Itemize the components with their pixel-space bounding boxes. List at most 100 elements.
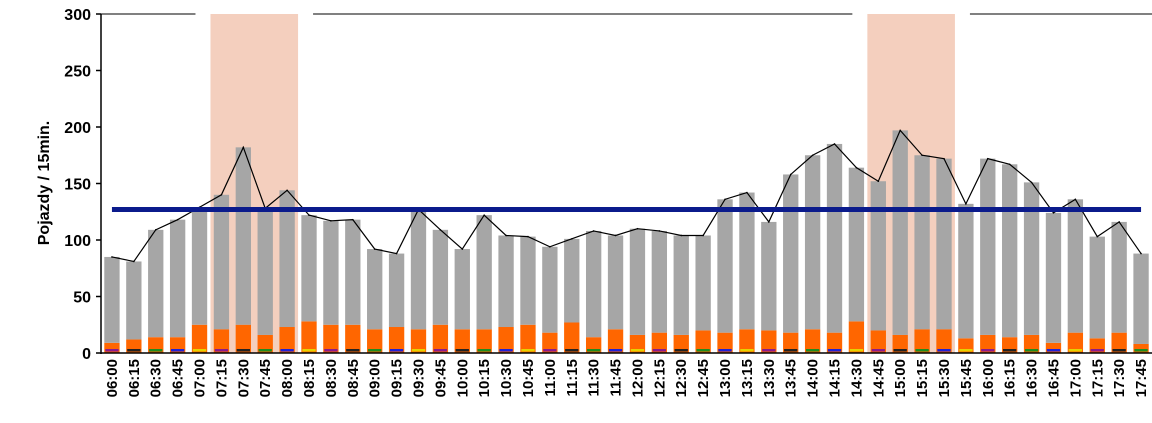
minor-stripe-10:45 [521,349,535,352]
total-point-07:30 [242,146,245,149]
total-point-10:30 [505,234,507,237]
minor-stripe-06:45 [170,349,185,352]
minor-stripe-11:45 [608,349,623,352]
minor-stripe-09:15 [389,349,404,352]
x-tick-14:30: 14:30 [848,359,865,397]
x-tick-06:45: 06:45 [170,359,187,397]
minor-stripe-09:30 [411,349,426,352]
minor-stripe-12:45 [696,349,710,352]
bar-14:45-s2 [870,181,886,331]
bar-13:00-s1 [717,332,733,353]
minor-stripe-07:30 [236,349,250,352]
minor-stripe-11:15 [565,349,579,352]
bar-06:30-s2 [148,229,164,338]
total-point-12:45 [702,234,704,237]
minor-stripe-07:00 [192,349,207,352]
minor-stripe-08:45 [346,349,360,352]
bar-07:15-s2 [213,194,230,330]
total-point-08:30 [330,219,332,222]
bar-15:00-s2 [892,130,908,335]
x-tick-11:30: 11:30 [586,359,603,397]
total-point-16:00 [986,157,989,160]
bar-13:45-s2 [783,174,799,333]
y-tick-150: 150 [64,177,91,194]
x-tick-12:30: 12:30 [673,359,690,397]
bar-09:00-s1 [367,329,383,353]
bar-14:00-s2 [804,155,821,330]
x-tick-15:45: 15:45 [958,359,975,397]
bar-07:00-s1 [191,324,208,353]
bar-08:45-s1 [345,324,361,353]
total-point-12:00 [636,227,639,230]
x-tick-07:45: 07:45 [257,359,274,397]
x-tick-08:30: 08:30 [323,359,340,397]
minor-stripe-13:45 [784,349,798,352]
bar-10:30-s2 [498,235,514,328]
bar-08:30-s1 [323,324,339,353]
total-point-14:00 [811,154,814,157]
total-point-08:45 [352,218,354,221]
minor-stripe-12:30 [674,349,688,352]
bar-07:45-s2 [257,208,273,335]
x-tick-07:15: 07:15 [213,359,230,397]
x-tick-09:45: 09:45 [432,359,449,397]
x-tick-15:30: 15:30 [936,359,953,397]
total-point-17:15 [1096,235,1099,238]
x-tick-12:45: 12:45 [695,359,712,397]
x-tick-08:00: 08:00 [279,359,296,397]
x-tick-17:30: 17:30 [1111,359,1128,397]
total-point-17:30 [1118,221,1120,223]
x-tick-10:30: 10:30 [498,359,515,397]
minor-stripe-11:30 [586,349,601,352]
total-point-13:30 [768,221,770,223]
y-tick-250: 250 [64,64,91,81]
minor-stripe-15:30 [937,349,951,352]
bar-07:00-s2 [191,207,208,325]
x-tick-16:30: 16:30 [1024,359,1041,397]
bar-11:45-s2 [607,235,624,330]
total-point-15:15 [921,154,923,157]
bar-12:30-s2 [673,235,689,335]
bar-13:30-s2 [761,221,777,331]
bar-09:15-s1 [388,327,405,353]
x-tick-17:15: 17:15 [1089,359,1106,397]
bar-11:15-s2 [564,238,580,323]
total-point-12:30 [680,234,683,237]
bar-08:30-s2 [323,220,339,325]
bar-11:00-s1 [542,332,558,353]
total-point-06:00 [111,256,113,258]
minor-stripe-09:45 [433,349,448,352]
total-point-15:00 [899,129,901,132]
x-tick-labels: 06:00 06:15 06:30 06:45 07:00 07:15 07:30 07:45… [104,359,1150,397]
bar-17:30-s1 [1111,332,1127,353]
bar-09:45-s1 [432,324,449,353]
x-tick-16:00: 16:00 [980,359,997,397]
total-point-11:45 [614,234,617,237]
x-tick-07:30: 07:30 [235,359,252,397]
bar-13:00-s2 [717,199,733,333]
bar-08:15-s2 [301,215,317,322]
total-point-16:15 [1008,163,1011,166]
x-tick-15:15: 15:15 [914,359,931,397]
y-tick-50: 50 [73,290,91,307]
minor-stripe-13:00 [718,349,732,352]
bar-15:45-s2 [958,203,974,339]
bar-14:30-s1 [848,321,865,353]
bar-17:00-s1 [1067,332,1084,353]
bar-16:00-s1 [980,334,996,353]
bar-06:15-s2 [126,261,142,340]
x-tick-10:45: 10:45 [520,359,537,397]
x-tick-08:45: 08:45 [345,359,362,397]
total-point-14:45 [877,180,880,183]
bar-12:30-s1 [673,334,689,353]
x-tick-11:00: 11:00 [542,359,559,397]
x-tick-13:00: 13:00 [717,359,734,397]
minor-stripe-07:45 [258,349,272,352]
minor-stripe-06:00 [105,349,119,352]
total-point-09:45 [439,229,442,231]
minor-stripe-15:00 [893,349,907,352]
bar-17:30-s2 [1111,221,1127,333]
minor-stripe-08:15 [302,349,316,352]
y-axis-label: Pojazdy / 15min. [36,121,53,245]
